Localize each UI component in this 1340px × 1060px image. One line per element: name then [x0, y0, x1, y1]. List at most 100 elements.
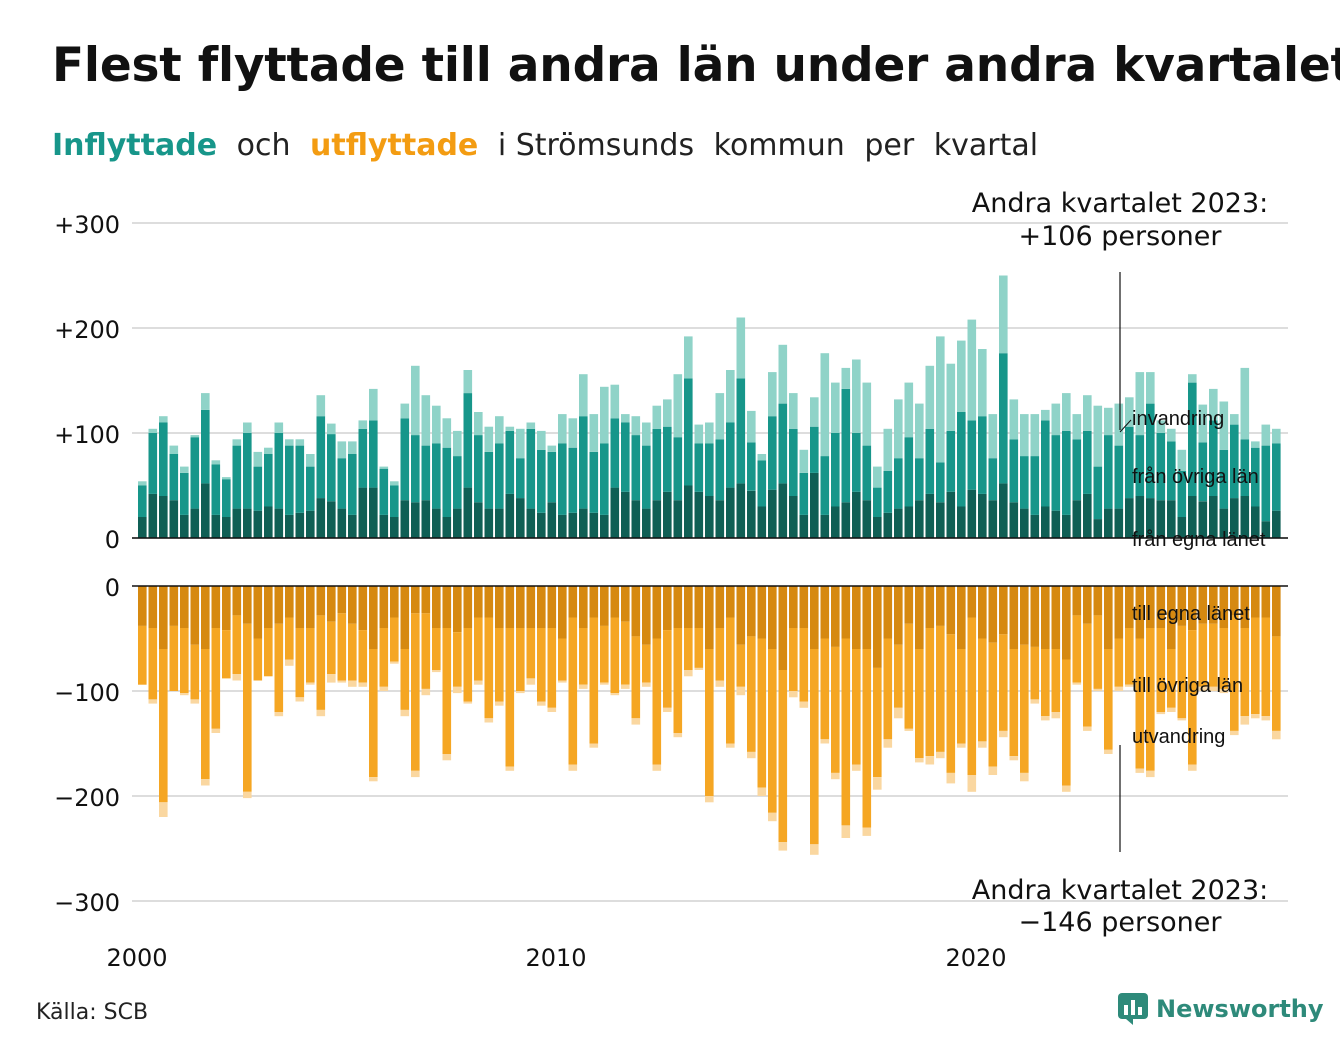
bar-utvandring [1272, 730, 1281, 740]
bar-till-ovriga-lan [873, 667, 882, 778]
bar-till-ovriga-lan [999, 634, 1008, 731]
bar-invandring [1104, 407, 1113, 436]
bar-till-egna-lanet [526, 586, 536, 628]
bar-fran-ovriga-lan [180, 472, 189, 515]
bar-utvandring [579, 684, 588, 689]
bar-fran-egna-lanet [1261, 521, 1271, 538]
bar-till-egna-lanet [894, 586, 903, 645]
bar-utvandring [631, 718, 641, 725]
series-label-in: från egna länet [1132, 529, 1266, 551]
bar-invandring [831, 382, 840, 433]
bar-till-egna-lanet [568, 586, 578, 618]
bar-till-ovriga-lan [526, 628, 536, 679]
bar-till-egna-lanet [1041, 586, 1050, 649]
bar-invandring [946, 363, 956, 431]
bar-utvandring [1167, 707, 1176, 712]
bar-fran-ovriga-lan [390, 485, 399, 517]
bar-till-ovriga-lan [1261, 617, 1271, 717]
bar-utvandring [379, 686, 389, 691]
bar-invandring [222, 477, 231, 480]
bar-till-egna-lanet [1230, 586, 1239, 616]
bar-utvandring [337, 680, 347, 683]
bar-till-ovriga-lan [537, 628, 546, 702]
bar-utvandring [673, 733, 683, 738]
bar-fran-ovriga-lan [642, 445, 651, 509]
bar-till-ovriga-lan [222, 630, 231, 679]
bar-fran-egna-lanet [474, 502, 483, 538]
bar-till-egna-lanet [1156, 586, 1166, 628]
bar-fran-ovriga-lan [421, 445, 431, 501]
brand-logo[interactable]: Newsworthy [1118, 993, 1324, 1025]
bar-fran-ovriga-lan [484, 451, 494, 509]
bar-fran-ovriga-lan [736, 378, 746, 484]
bar-fran-egna-lanet [274, 508, 284, 538]
bar-till-ovriga-lan [936, 625, 945, 752]
bar-invandring [705, 422, 714, 444]
series-label-in: invandring [1132, 408, 1224, 430]
bar-fran-ovriga-lan [988, 458, 998, 501]
bar-utvandring [316, 709, 326, 717]
bar-fran-egna-lanet [1125, 498, 1134, 538]
bar-utvandring [831, 772, 840, 780]
bar-till-egna-lanet [421, 586, 431, 614]
bar-fran-egna-lanet [873, 517, 882, 538]
bar-till-ovriga-lan [820, 638, 830, 740]
bar-till-egna-lanet [946, 586, 956, 635]
bar-invandring [159, 416, 168, 423]
bar-invandring [274, 422, 284, 433]
bar-utvandring [841, 825, 851, 838]
bar-fran-ovriga-lan [1230, 424, 1239, 499]
bar-till-ovriga-lan [1051, 649, 1061, 712]
bar-till-ovriga-lan [148, 628, 158, 700]
bar-fran-egna-lanet [1198, 501, 1208, 539]
bar-till-ovriga-lan [894, 644, 903, 708]
bar-till-ovriga-lan [253, 638, 263, 681]
bar-till-ovriga-lan [1272, 636, 1281, 731]
bar-fran-egna-lanet [421, 500, 431, 538]
bar-till-egna-lanet [222, 586, 231, 631]
bar-utvandring [1177, 718, 1187, 721]
bar-fran-ovriga-lan [1188, 382, 1197, 496]
bar-fran-egna-lanet [526, 508, 536, 538]
bar-fran-egna-lanet [1219, 508, 1229, 538]
bar-till-egna-lanet [232, 586, 242, 616]
bar-till-ovriga-lan [1009, 649, 1019, 757]
bar-fran-ovriga-lan [190, 437, 200, 509]
bar-invandring [1072, 414, 1082, 440]
bar-fran-egna-lanet [568, 512, 578, 538]
bar-till-ovriga-lan [1125, 628, 1134, 685]
bar-till-ovriga-lan [663, 630, 672, 708]
bar-till-egna-lanet [159, 586, 168, 649]
bar-till-egna-lanet [988, 586, 998, 643]
bar-fran-ovriga-lan [705, 443, 714, 496]
bar-till-egna-lanet [432, 586, 441, 628]
bar-utvandring [967, 775, 977, 792]
bar-till-ovriga-lan [474, 617, 483, 681]
bar-till-ovriga-lan [705, 649, 714, 796]
bar-invandring [442, 418, 452, 448]
bar-till-ovriga-lan [1114, 638, 1124, 687]
bar-fran-egna-lanet [1083, 493, 1092, 538]
bar-till-egna-lanet [904, 586, 914, 624]
bar-till-egna-lanet [1209, 586, 1218, 624]
bar-fran-ovriga-lan [999, 353, 1008, 484]
bar-utvandring [1261, 716, 1271, 721]
bar-utvandring [516, 691, 525, 694]
bar-till-egna-lanet [484, 586, 494, 618]
bar-fran-ovriga-lan [358, 428, 368, 488]
bar-fran-egna-lanet [337, 508, 347, 538]
bar-fran-egna-lanet [390, 517, 399, 538]
bar-invandring [1135, 372, 1145, 436]
subtitle-kommun: kommun [713, 128, 845, 163]
bar-till-egna-lanet [978, 586, 987, 639]
bar-utvandring [547, 707, 557, 712]
bar-till-egna-lanet [589, 586, 599, 618]
bar-till-ovriga-lan [1135, 638, 1145, 769]
bar-invandring [1177, 449, 1187, 471]
bar-till-egna-lanet [1167, 586, 1176, 649]
bar-fran-ovriga-lan [1219, 449, 1229, 509]
bar-fran-egna-lanet [232, 508, 242, 538]
bar-invandring [1020, 414, 1029, 457]
bar-invandring [1240, 367, 1250, 440]
bar-utvandring [589, 743, 599, 748]
